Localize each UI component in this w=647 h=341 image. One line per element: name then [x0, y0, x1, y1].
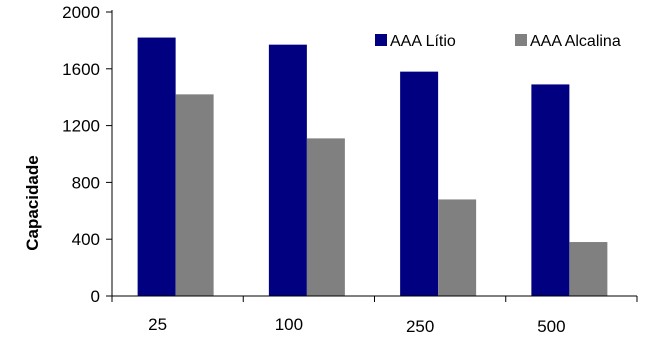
bar-aaa-litio	[400, 71, 439, 296]
bar-aaa-litio	[268, 44, 307, 296]
y-tick-label: 1600	[62, 60, 100, 79]
legend-label: AAA Lítio	[390, 33, 456, 50]
x-tick-label: 250	[406, 317, 434, 336]
legend-swatch	[515, 34, 527, 46]
bar-aaa-alcalina	[306, 138, 345, 296]
bar-aaa-litio	[137, 37, 176, 297]
bar-aaa-alcalina	[569, 242, 608, 296]
bar-aaa-alcalina	[175, 94, 214, 296]
y-tick-label: 1200	[62, 117, 100, 136]
y-tick-label: 2000	[62, 3, 100, 22]
y-tick-label: 400	[72, 230, 100, 249]
y-tick-label: 0	[91, 287, 100, 306]
x-tick-label: 25	[148, 315, 167, 334]
x-tick-label: 100	[275, 315, 303, 334]
legend-swatch	[375, 34, 387, 46]
bar-aaa-alcalina	[438, 199, 477, 296]
x-tick-label: 500	[537, 317, 565, 336]
y-tick-label: 800	[72, 173, 100, 192]
y-axis-label: Capacidade	[23, 155, 42, 250]
legend-label: AAA Alcalina	[530, 33, 621, 50]
bar-aaa-litio	[531, 84, 570, 296]
plot-area: 0 400 800 1200 1600 2000 25 100 250 500 AAA Lítio A…	[62, 3, 638, 336]
